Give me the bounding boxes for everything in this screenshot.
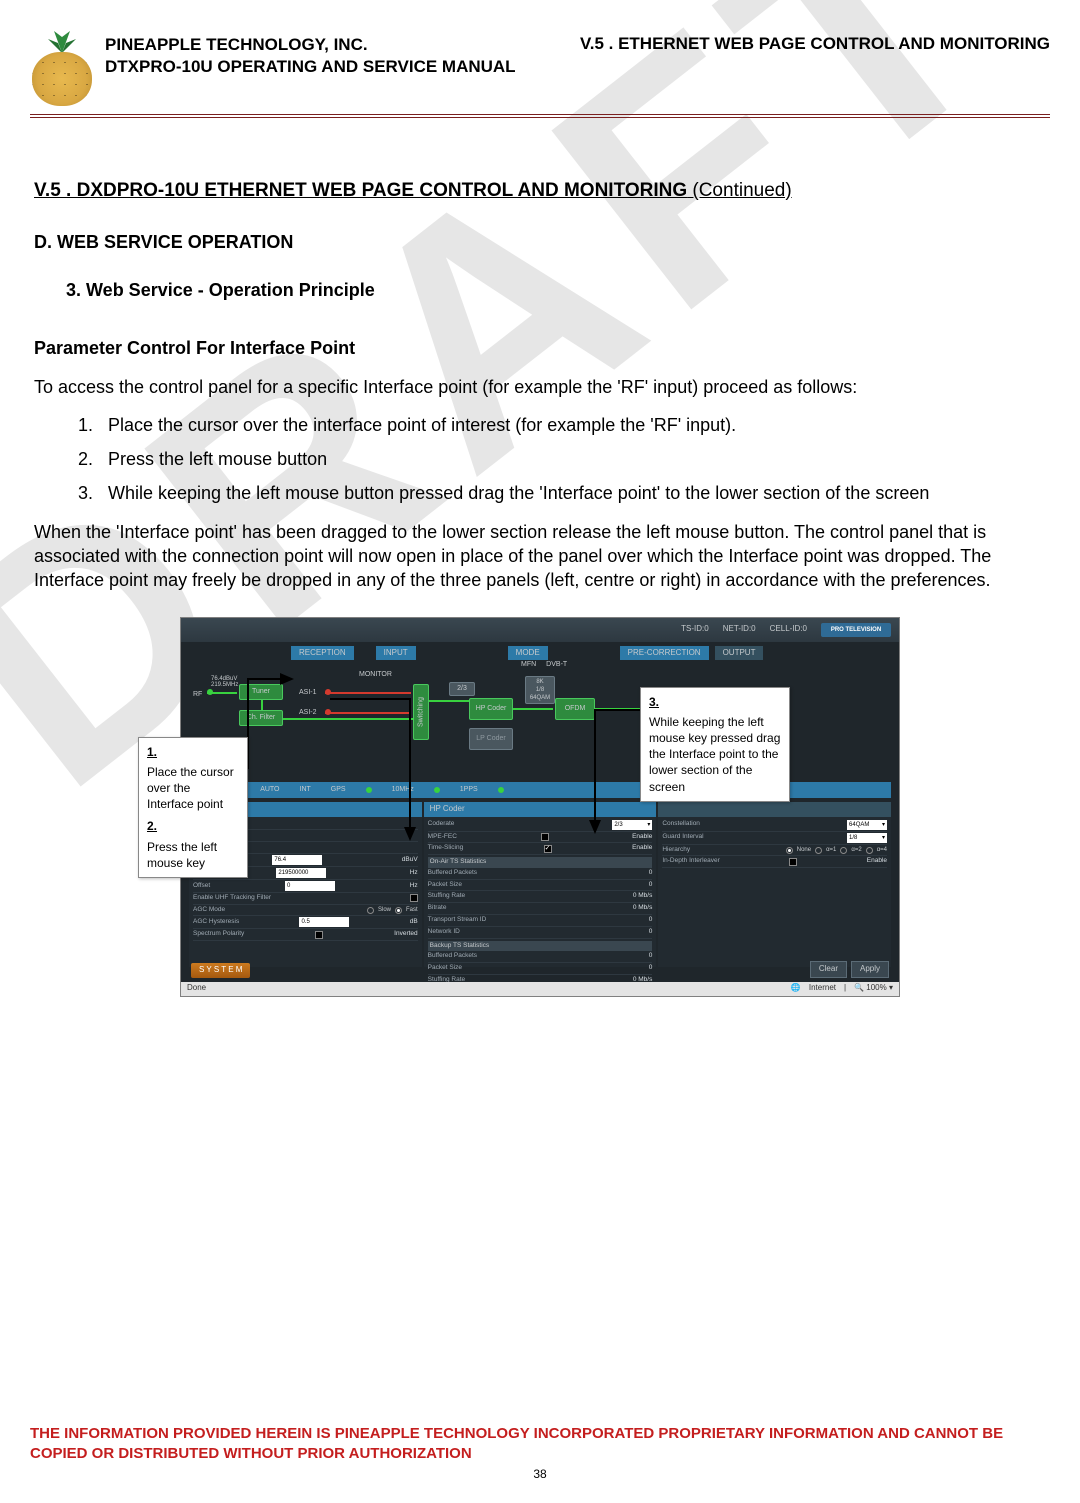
asi2-label: ASI-2: [299, 708, 317, 717]
monitor-label: MONITOR: [359, 670, 392, 679]
list-item: Place the cursor over the interface poin…: [98, 413, 1046, 437]
after-text: When the 'Interface point' has been drag…: [34, 520, 1046, 593]
apply-button[interactable]: Apply: [851, 961, 889, 978]
interleaver-checkbox[interactable]: [789, 858, 797, 866]
net-id: NET-ID:0: [723, 624, 756, 635]
hier-none-radio[interactable]: [786, 847, 793, 854]
agc-slow-radio[interactable]: [367, 907, 374, 914]
screenshot-figure: 1. Place the cursor over the Interface p…: [180, 617, 900, 997]
backup-header: Backup TS Statistics: [428, 941, 653, 952]
paragraph-heading: Parameter Control For Interface Point: [34, 336, 1046, 360]
block-tuner[interactable]: Tuner: [239, 684, 283, 700]
uhf-filter-checkbox[interactable]: [410, 894, 418, 902]
proprietary-notice: THE INFORMATION PROVIDED HEREIN IS PINEA…: [30, 1424, 1050, 1463]
tab-mode[interactable]: MODE: [508, 646, 548, 661]
hier-a2-radio[interactable]: [840, 847, 847, 854]
mpefec-checkbox[interactable]: [541, 833, 549, 841]
browser-status-bar: Done 🌐 Internet | 🔍 100% ▾: [181, 982, 899, 996]
ref-gps: GPS: [331, 785, 346, 794]
mode-dvbt: DVB-T: [546, 660, 567, 669]
callout-1-2: 1. Place the cursor over the Interface p…: [138, 737, 248, 878]
tab-input[interactable]: INPUT: [376, 646, 416, 661]
hier-a1-radio[interactable]: [815, 847, 822, 854]
list-item: While keeping the left mouse button pres…: [98, 481, 1046, 505]
panel-hpcoder: Coderate2/3▾ MPE-FECEnable Time-SlicingE…: [424, 817, 657, 967]
timeslicing-checkbox[interactable]: [544, 845, 552, 853]
tuner-level-input[interactable]: 76.4: [272, 855, 322, 865]
ref-auto: AUTO: [260, 785, 279, 794]
manual-title: DTXPRO-10U OPERATING AND SERVICE MANUAL: [105, 56, 516, 78]
status-internet: Internet: [809, 983, 836, 994]
category-tabs: RECEPTION INPUT MODE PRE-CORRECTION OUTP…: [181, 642, 899, 663]
guard-select[interactable]: 1/8▾: [847, 833, 887, 843]
tab-precorrection[interactable]: PRE-CORRECTION: [620, 646, 709, 661]
status-done: Done: [187, 983, 206, 994]
system-button[interactable]: S Y S T E M: [191, 963, 250, 978]
panel-tab-empty[interactable]: [658, 802, 891, 817]
mode-mfn: MFN: [521, 660, 536, 669]
page-footer: THE INFORMATION PROVIDED HEREIN IS PINEA…: [30, 1424, 1050, 1481]
constellation-select[interactable]: 64QAM▾: [847, 820, 887, 830]
ref-1pps: 1PPS: [460, 785, 478, 794]
page-header: PINEAPPLE TECHNOLOGY, INC. DTXPRO-10U OP…: [30, 30, 1050, 108]
panel-ofdm: Constellation64QAM▾ Guard Interval1/8▾ H…: [658, 817, 891, 967]
agc-hyst-input[interactable]: 0.5: [299, 917, 349, 927]
agc-fast-radio[interactable]: [395, 907, 402, 914]
block-filter[interactable]: Ch. Filter: [239, 710, 283, 726]
section-title: V.5 . DXDPRO-10U ETHERNET WEB PAGE CONTR…: [34, 178, 1046, 204]
step-list: Place the cursor over the interface poin…: [98, 413, 1046, 506]
subsection-d: D. WEB SERVICE OPERATION: [34, 230, 1046, 254]
company-logo: [30, 30, 95, 108]
tab-reception[interactable]: RECEPTION: [291, 646, 354, 661]
ts-id: TS-ID:0: [681, 624, 709, 635]
rf-label: RF: [193, 690, 202, 699]
block-hp-coder[interactable]: HP Coder: [469, 698, 513, 720]
app-window: TS-ID:0 NET-ID:0 CELL-ID:0 PRO TELEVISIO…: [180, 617, 900, 997]
clear-button[interactable]: Clear: [810, 961, 847, 978]
brand-logo: PRO TELEVISION: [821, 623, 891, 637]
globe-icon: 🌐: [791, 983, 801, 994]
block-ofdm[interactable]: OFDM: [555, 698, 595, 720]
list-item: Press the left mouse button: [98, 447, 1046, 471]
coderate-select[interactable]: 2/3▾: [612, 820, 652, 830]
tab-output[interactable]: OUTPUT: [715, 646, 764, 661]
chip-ofdm-params: 8K 1/8 64QAM: [525, 676, 555, 704]
rf-dbuv: 76.4dBuV: [211, 676, 238, 682]
hier-a4-radio[interactable]: [866, 847, 873, 854]
section-name-right: V.5 . ETHERNET WEB PAGE CONTROL AND MONI…: [580, 34, 1050, 78]
block-switching[interactable]: Switching: [413, 684, 429, 740]
rf-freq: 219.5MHz: [211, 682, 238, 688]
panel-tabs: Tuner HP Coder: [189, 802, 891, 817]
status-zoom: 🔍 100% ▾: [854, 983, 893, 994]
cell-id: CELL-ID:0: [770, 624, 807, 635]
page-number: 38: [30, 1467, 1050, 1481]
ref-10mhz: 10MHz: [392, 785, 414, 794]
chip-coderate: 2/3: [449, 682, 475, 696]
asi1-label: ASI-1: [299, 688, 317, 697]
ref-int: INT: [300, 785, 311, 794]
spectrum-checkbox[interactable]: [315, 931, 323, 939]
tuner-freq-input[interactable]: 219500000: [276, 868, 326, 878]
block-lp-coder[interactable]: LP Coder: [469, 728, 513, 750]
callout-3: 3. While keeping the left mouse key pres…: [640, 687, 790, 802]
subsection-3: 3. Web Service - Operation Principle: [66, 278, 1046, 302]
onair-header: On-Air TS Statistics: [428, 857, 653, 868]
tuner-offset-input[interactable]: 0: [285, 881, 335, 891]
top-bar: TS-ID:0 NET-ID:0 CELL-ID:0 PRO TELEVISIO…: [181, 618, 899, 642]
intro-text: To access the control panel for a specif…: [34, 375, 1046, 399]
panel-tab-hpcoder[interactable]: HP Coder: [424, 802, 657, 817]
company-name: PINEAPPLE TECHNOLOGY, INC.: [105, 34, 516, 56]
